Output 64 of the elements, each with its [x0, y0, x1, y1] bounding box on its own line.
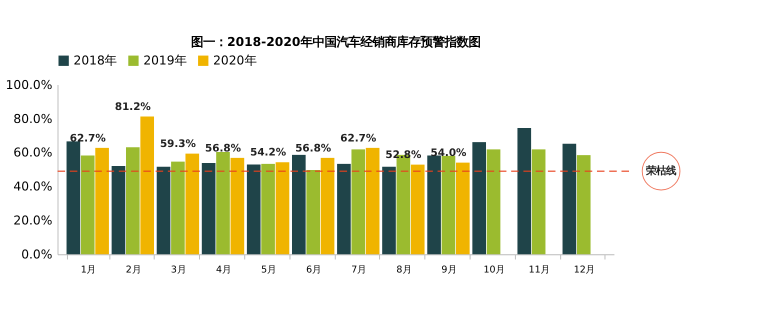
bar — [156, 166, 170, 254]
data-label: 59.3% — [160, 138, 196, 150]
bar — [562, 144, 576, 254]
x-tick-label: 10月 — [484, 264, 505, 276]
bar — [472, 142, 486, 254]
y-tick-label: 0.0% — [21, 248, 52, 262]
x-tick-label: 4月 — [216, 264, 231, 276]
bar — [185, 154, 200, 254]
bar — [320, 158, 334, 254]
bar — [292, 154, 306, 254]
data-label: 56.8% — [205, 142, 242, 154]
x-tick-label: 3月 — [170, 264, 186, 276]
x-tick-label: 9月 — [441, 264, 456, 276]
data-label: 62.7% — [70, 132, 106, 144]
bar — [66, 141, 80, 254]
x-tick-label: 5月 — [261, 264, 276, 276]
y-tick-label: 100.0% — [6, 78, 52, 92]
x-tick-label: 2月 — [126, 264, 141, 276]
legend-label: 2019年 — [143, 54, 187, 68]
y-tick-label: 40.0% — [13, 180, 52, 194]
bar — [112, 166, 126, 254]
bar — [366, 148, 380, 254]
bar — [276, 162, 290, 254]
bar — [517, 128, 532, 254]
bar — [351, 149, 366, 254]
bar — [80, 156, 95, 254]
bar — [126, 147, 140, 254]
x-tick-label: 11月 — [528, 264, 550, 276]
bar — [532, 149, 546, 254]
y-tick-label: 20.0% — [13, 214, 52, 228]
bar — [427, 156, 441, 254]
bar — [216, 152, 230, 254]
x-tick-label: 1月 — [80, 264, 96, 276]
bar — [202, 162, 216, 254]
x-tick-label: 7月 — [351, 264, 366, 276]
bar — [140, 116, 154, 254]
bar — [456, 162, 470, 254]
data-label: 56.8% — [295, 142, 332, 154]
bar — [230, 158, 244, 254]
x-tick-label: 6月 — [306, 264, 322, 276]
y-tick-label: 60.0% — [13, 146, 52, 160]
data-label: 62.7% — [340, 132, 377, 144]
ref-line-label: 荣枯线 — [645, 164, 676, 177]
bar — [576, 155, 591, 254]
bar — [246, 164, 261, 254]
data-label: 52.8% — [385, 149, 422, 162]
bar — [337, 164, 351, 254]
bar — [306, 170, 320, 254]
y-tick-label: 80.0% — [13, 112, 52, 126]
bar — [486, 149, 500, 254]
bar — [382, 166, 396, 254]
bar — [410, 164, 425, 254]
x-tick-label: 8月 — [396, 264, 412, 276]
bar — [95, 148, 109, 254]
data-label: 81.2% — [114, 100, 152, 113]
bar — [442, 156, 456, 254]
bar — [171, 162, 185, 254]
bar — [261, 164, 275, 254]
legend-label: 2020年 — [213, 54, 256, 68]
x-tick-label: 12月 — [574, 264, 595, 276]
data-label: 54.0% — [430, 147, 468, 160]
chart-title: 图一：2018-2020年中国汽车经销商库存预警指数图 — [191, 34, 480, 49]
legend-label: 2018年 — [74, 54, 117, 68]
data-label: 54.2% — [250, 146, 287, 159]
